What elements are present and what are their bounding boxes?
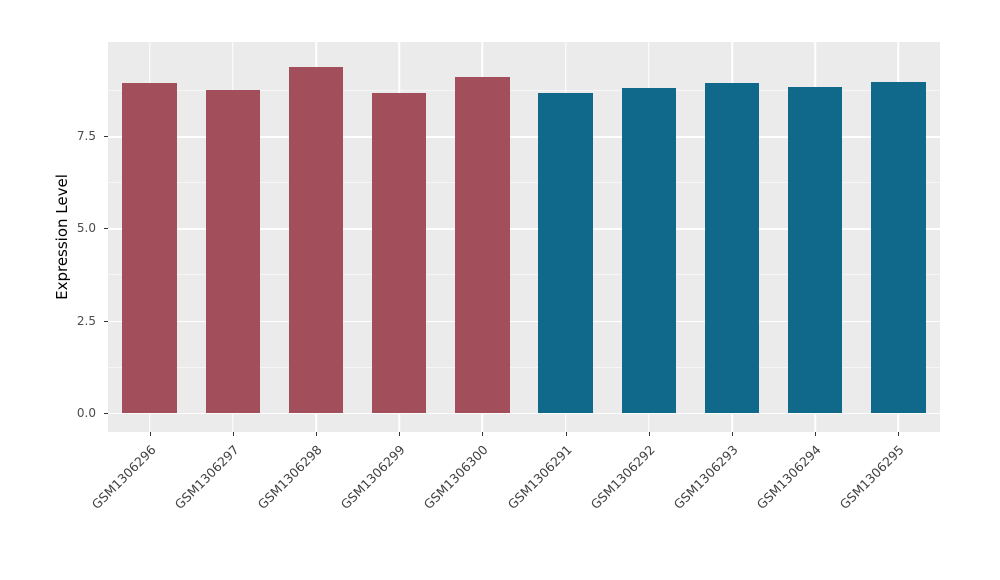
major-gridline: [108, 228, 940, 230]
major-gridline: [108, 136, 940, 138]
x-tick-label: GSM1306296: [88, 442, 159, 513]
bar: [704, 83, 760, 413]
bar: [787, 87, 843, 413]
y-tick-mark: [104, 320, 108, 322]
minor-gridline: [108, 274, 940, 276]
y-tick-label: 0.0: [76, 405, 96, 420]
x-tick-mark: [565, 432, 567, 436]
bar: [455, 77, 510, 413]
x-tick-mark: [232, 432, 234, 436]
x-tick-label: GSM1306293: [670, 442, 741, 513]
x-tick-label: GSM1306298: [254, 442, 325, 513]
x-tick-mark: [399, 432, 401, 436]
x-tick-mark: [648, 432, 650, 436]
y-tick-mark: [104, 228, 108, 230]
x-tick-label: GSM1306295: [836, 442, 908, 513]
x-tick-label: GSM1306300: [420, 442, 492, 513]
bar: [288, 67, 344, 413]
bar: [371, 92, 427, 413]
minor-gridline: [108, 89, 940, 91]
x-tick-mark: [482, 432, 484, 436]
x-tick-label: GSM1306291: [504, 442, 575, 513]
x-tick-mark: [316, 432, 317, 436]
x-tick-label: GSM1306297: [171, 442, 242, 513]
minor-gridline: [108, 182, 940, 184]
x-tick-mark: [732, 432, 733, 436]
y-tick-label: 2.5: [76, 313, 96, 328]
plot-panel: [108, 42, 940, 432]
major-gridline: [108, 320, 940, 323]
bar: [621, 88, 677, 413]
y-tick-mark: [104, 412, 108, 414]
y-tick-label: 5.0: [76, 221, 96, 236]
bar: [871, 82, 926, 413]
minor-gridline: [108, 366, 940, 368]
major-gridline: [108, 412, 940, 415]
x-tick-mark: [898, 432, 900, 436]
y-tick-label: 7.5: [76, 129, 96, 144]
x-axis: GSM1306296 GSM1306297 GSM1306298 GSM1306299…: [88, 432, 940, 572]
x-tick-mark: [815, 432, 817, 436]
bar: [205, 90, 261, 413]
bar: [122, 83, 177, 413]
x-tick-label: GSM1306292: [587, 442, 658, 513]
x-tick-mark: [149, 432, 151, 436]
y-axis: 0.0 2.5 5.0 7.5: [0, 42, 108, 432]
x-tick-label: GSM1306299: [337, 442, 408, 513]
y-tick-mark: [104, 136, 108, 138]
x-tick-label: GSM1306294: [753, 442, 824, 513]
bar: [538, 92, 593, 413]
